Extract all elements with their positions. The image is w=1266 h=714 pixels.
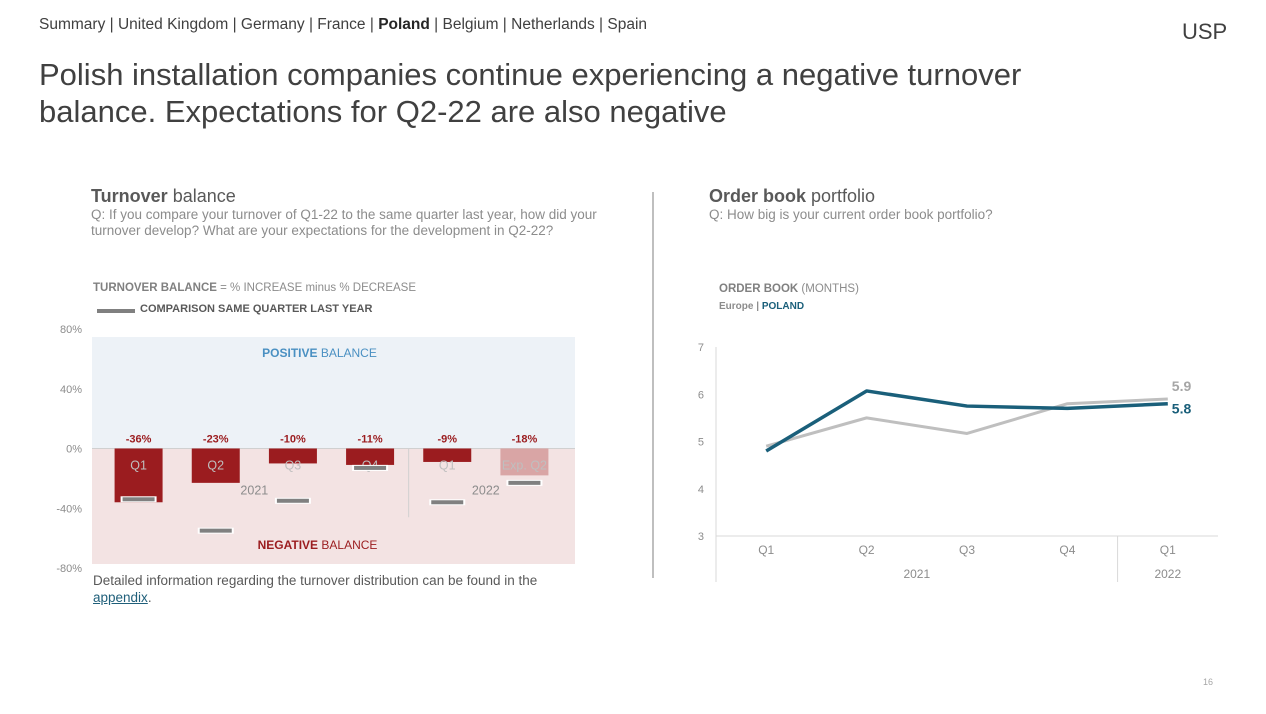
comparison-marker	[431, 500, 464, 505]
x-tick-label: Q1	[130, 459, 147, 473]
comparison-marker	[199, 528, 232, 533]
nav-item-germany[interactable]: Germany	[240, 16, 305, 33]
x-tick-label: Q3	[285, 459, 302, 473]
y-tick-label: 6	[698, 389, 704, 401]
turnover-bar-chart: 80% 40% 0% -40% -80% POSITIVE BALANCE NEGATIVE…	[56, 324, 575, 575]
bar-value-label: -36%	[126, 434, 152, 446]
orderbook-chart-subtitle: ORDER BOOK (MONTHS)	[719, 283, 859, 295]
bar-4	[423, 448, 472, 462]
page-title: Polish installation companies continue e…	[39, 57, 1022, 129]
orderbook-question: Q: How big is your current order book po…	[709, 207, 993, 222]
section-nav: Summary | United Kingdom | Germany | Fra…	[39, 16, 647, 34]
nav-separator: |	[429, 16, 443, 33]
orderbook-panel-title: Order book portfolio	[709, 186, 876, 206]
bar-value-label: -10%	[280, 434, 306, 446]
nav-separator: |	[365, 16, 379, 33]
turnover-chart-subtitle: TURNOVER BALANCE = % INCREASE minus % DE…	[93, 282, 417, 294]
comparison-marker	[122, 497, 155, 502]
y-tick-label: 40%	[60, 384, 82, 396]
group-label: 2022	[1154, 567, 1181, 581]
usp-logo: USP	[1182, 19, 1228, 44]
footnote: Detailed information regarding the turno…	[93, 573, 538, 605]
negative-balance-area	[92, 448, 575, 564]
positive-balance-label: POSITIVE BALANCE	[262, 346, 377, 360]
nav-item-netherlands[interactable]: Netherlands	[511, 16, 595, 33]
comparison-legend-marker	[97, 309, 135, 313]
nav-item-spain[interactable]: Spain	[607, 16, 648, 33]
group-label: 2021	[240, 484, 268, 498]
series-line-poland	[765, 389, 1168, 453]
nav-item-summary[interactable]: Summary	[39, 16, 106, 33]
x-tick-label: Q2	[207, 459, 224, 473]
bar-value-label: -11%	[358, 434, 383, 446]
nav-item-poland[interactable]: Poland	[378, 16, 430, 33]
y-tick-label: 5	[698, 437, 704, 449]
orderbook-legend: Europe | POLAND	[719, 301, 805, 312]
series-end-label: 5.8	[1172, 401, 1192, 417]
bar-value-label: -18%	[512, 434, 538, 446]
y-tick-label: 80%	[60, 324, 82, 336]
x-tick-label: Q2	[859, 543, 875, 557]
nav-item-belgium[interactable]: Belgium	[442, 16, 499, 33]
panel-divider	[652, 192, 654, 578]
y-tick-label: 0%	[66, 444, 82, 456]
nav-separator: |	[594, 16, 608, 33]
page-number: 16	[1203, 677, 1214, 687]
bar-2	[268, 448, 317, 464]
nav-separator: |	[498, 16, 512, 33]
x-tick-label: Q1	[758, 543, 774, 557]
x-tick-label: Q3	[959, 543, 975, 557]
nav-separator: |	[228, 16, 241, 33]
legend-poland: POLAND	[761, 301, 805, 312]
nav-separator: |	[105, 16, 118, 33]
bar-value-label: -23%	[203, 434, 229, 446]
nav-item-france[interactable]: France	[317, 16, 366, 33]
turnover-panel-title: Turnover balance	[91, 186, 236, 206]
positive-balance-area	[92, 337, 575, 449]
negative-balance-label: NEGATIVE BALANCE	[258, 538, 378, 552]
x-tick-label: Q1	[1160, 543, 1176, 557]
series-end-label: 5.9	[1172, 378, 1192, 394]
y-tick-label: -80%	[56, 563, 82, 575]
bar-0	[114, 448, 163, 503]
bar-value-label: -9%	[437, 434, 457, 446]
y-tick-label: 4	[698, 484, 704, 496]
comparison-marker	[354, 465, 387, 470]
legend-europe: Europe	[719, 301, 754, 312]
y-tick-label: -40%	[56, 503, 82, 515]
y-tick-label: 7	[698, 342, 704, 354]
orderbook-line-chart: 7 6 5 4 3 Q1 Q2 Q3 Q4 Q1 2021 2022 5.9 5.8	[698, 342, 1218, 582]
comparison-marker	[508, 480, 541, 485]
group-label: 2021	[903, 567, 930, 581]
turnover-question: Q: If you compare your turnover of Q1-22…	[91, 207, 597, 238]
appendix-link[interactable]: appendix	[93, 590, 148, 605]
comparison-legend-label: COMPARISON SAME QUARTER LAST YEAR	[140, 303, 373, 315]
x-tick-label: Exp. Q2	[502, 459, 547, 473]
y-tick-label: 3	[698, 531, 704, 543]
x-tick-label: Q4	[1059, 543, 1075, 557]
comparison-marker	[276, 498, 309, 503]
nav-separator: |	[304, 16, 318, 33]
bar-5	[500, 448, 549, 476]
bar-3	[346, 448, 395, 465]
series-line-europe	[765, 397, 1168, 448]
bar-1	[191, 448, 240, 483]
nav-item-united-kingdom[interactable]: United Kingdom	[117, 16, 229, 33]
group-label: 2022	[472, 484, 500, 498]
x-tick-label: Q1	[439, 459, 456, 473]
